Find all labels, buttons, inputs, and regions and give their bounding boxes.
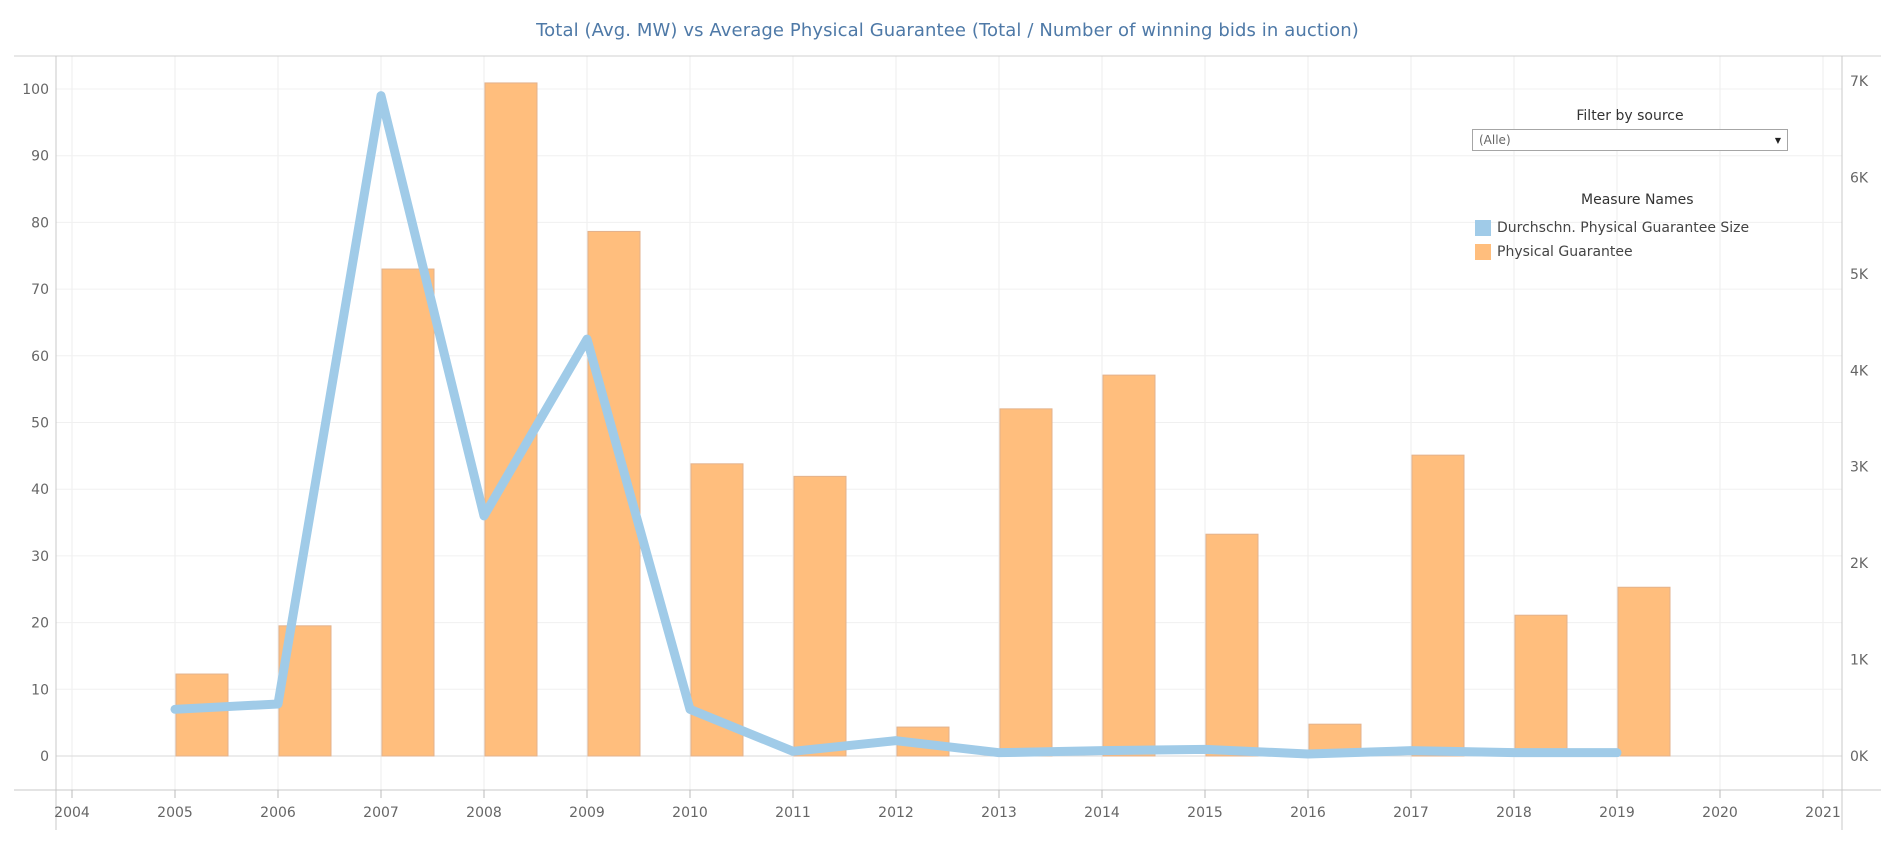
source-filter: Filter by source (Alle) ▼ xyxy=(1472,108,1788,151)
right-tick-label: 5K xyxy=(1850,267,1869,283)
x-tick-label: 2009 xyxy=(569,805,605,821)
x-tick-label: 2015 xyxy=(1187,805,1223,821)
x-tick-label: 2011 xyxy=(775,805,811,821)
x-tick-label: 2018 xyxy=(1496,805,1532,821)
plot-area: 0 10 20 30 40 50 60 70 80 90 100 0K 1K 2K 3K 4K 5K 6K 7K 20… xyxy=(14,55,1881,830)
bar-2007 xyxy=(381,268,435,757)
x-tick-label: 2021 xyxy=(1805,805,1841,821)
legend-swatch-avg-size xyxy=(1475,220,1491,236)
bar-2019 xyxy=(1617,586,1671,757)
left-tick-label: 60 xyxy=(31,349,49,365)
bar-2014 xyxy=(1102,374,1156,757)
left-tick-label: 50 xyxy=(31,416,49,432)
left-tick-label: 90 xyxy=(31,149,49,165)
line-series-avg-size xyxy=(170,91,1622,759)
x-tick-label: 2016 xyxy=(1290,805,1326,821)
left-tick-label: 100 xyxy=(22,82,49,98)
left-tick-label: 40 xyxy=(31,482,49,498)
filter-label: Filter by source xyxy=(1576,108,1684,124)
bar-2011 xyxy=(793,475,847,757)
bar-2015 xyxy=(1205,533,1259,757)
left-tick-label: 20 xyxy=(31,616,49,632)
right-tick-label: 1K xyxy=(1850,653,1869,669)
left-tick-label: 10 xyxy=(31,682,49,698)
x-tick-label: 2004 xyxy=(54,805,90,821)
legend-title: Measure Names xyxy=(1581,192,1694,208)
right-tick-label: 3K xyxy=(1850,460,1869,476)
left-tick-label: 80 xyxy=(31,215,49,231)
bar-2018 xyxy=(1514,614,1568,757)
right-tick-label: 2K xyxy=(1850,556,1869,572)
legend-item-physical-guarantee[interactable]: Physical Guarantee xyxy=(1475,240,1795,264)
left-tick-label: 70 xyxy=(31,282,49,298)
legend: Measure Names Durchschn. Physical Guaran… xyxy=(1475,192,1795,264)
x-tick-label: 2008 xyxy=(466,805,502,821)
legend-label-physical-guarantee: Physical Guarantee xyxy=(1497,244,1633,260)
legend-swatch-physical-guarantee xyxy=(1475,244,1491,260)
right-tick-label: 6K xyxy=(1850,170,1869,186)
x-tick-label: 2005 xyxy=(157,805,193,821)
x-tick-label: 2017 xyxy=(1393,805,1429,821)
right-tick-label: 4K xyxy=(1850,363,1869,379)
bar-2013 xyxy=(999,408,1053,757)
x-tick-label: 2020 xyxy=(1702,805,1738,821)
left-tick-label: 0 xyxy=(40,749,49,765)
x-tick-label: 2006 xyxy=(260,805,296,821)
x-tick-label: 2012 xyxy=(878,805,914,821)
legend-label-avg-size: Durchschn. Physical Guarantee Size xyxy=(1497,220,1750,236)
source-filter-dropdown[interactable]: (Alle) ▼ xyxy=(1472,129,1788,151)
x-tick-label: 2013 xyxy=(981,805,1017,821)
right-tick-label: 7K xyxy=(1850,74,1869,90)
chevron-down-icon: ▼ xyxy=(1774,135,1781,145)
bar-2010 xyxy=(690,463,744,757)
x-tick-label: 2007 xyxy=(363,805,399,821)
x-tick-label: 2014 xyxy=(1084,805,1120,821)
bar-2005 xyxy=(175,673,229,757)
legend-item-avg-size[interactable]: Durchschn. Physical Guarantee Size xyxy=(1475,216,1795,240)
left-tick-label: 30 xyxy=(31,549,49,565)
source-filter-value: (Alle) xyxy=(1479,133,1511,147)
x-tick-label: 2010 xyxy=(672,805,708,821)
right-tick-label: 0K xyxy=(1850,749,1869,765)
bar-2017 xyxy=(1411,454,1465,757)
bar-2008 xyxy=(484,82,538,757)
chart-title: Total (Avg. MW) vs Average Physical Guar… xyxy=(536,20,1359,41)
x-tick-label: 2019 xyxy=(1599,805,1635,821)
